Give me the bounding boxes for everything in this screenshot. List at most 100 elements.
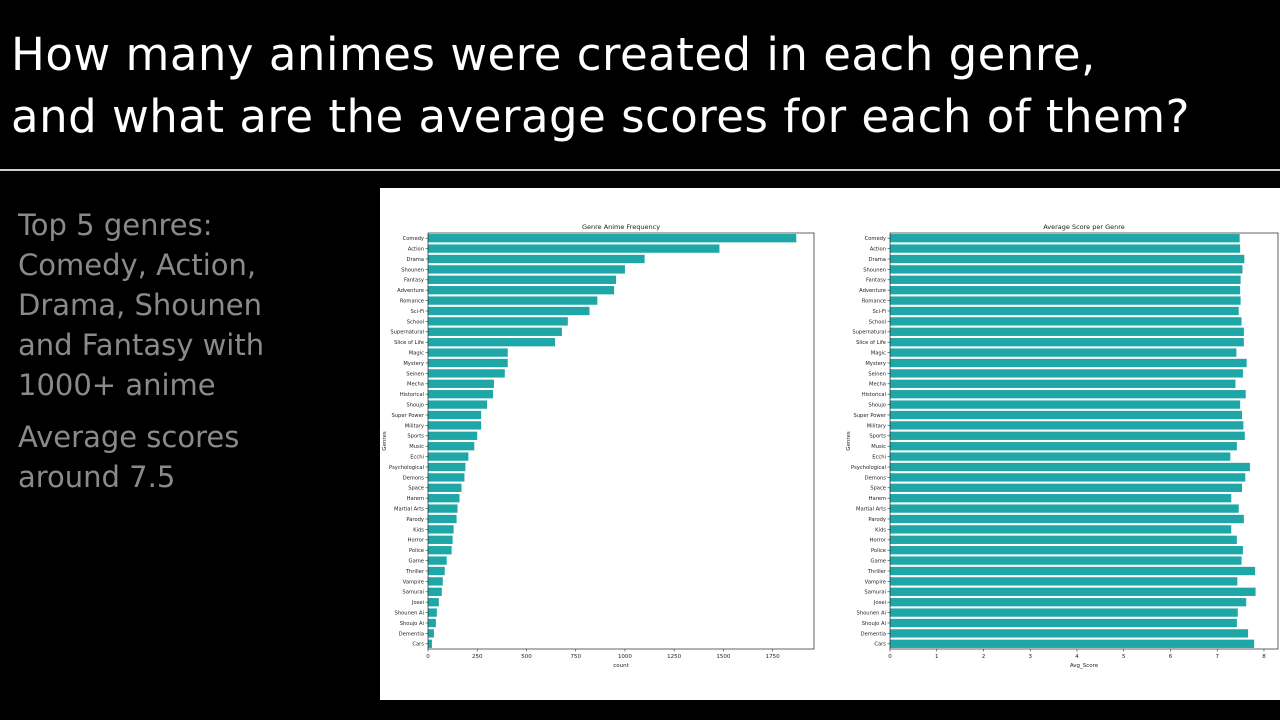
frequency-bar <box>428 462 466 472</box>
frequency-bar <box>428 327 562 336</box>
frequency-category-label: Music <box>409 444 424 450</box>
avg-score-bar <box>890 639 1255 648</box>
avg-score-category-label: Sports <box>869 434 886 440</box>
frequency-category-label: School <box>407 319 424 325</box>
frequency-category-label: Comedy <box>403 236 424 242</box>
frequency-category-label: Josei <box>411 600 424 606</box>
avg-score-bar <box>890 566 1256 576</box>
frequency-category-label: Kids <box>413 527 424 533</box>
frequency-xtick-label: 1250 <box>667 654 681 660</box>
frequency-category-label: Martial Arts <box>394 507 424 513</box>
avg-score-category-label: Shoujo <box>868 403 886 409</box>
frequency-bar <box>428 514 457 524</box>
frequency-bar <box>428 306 590 316</box>
frequency-bar <box>428 390 493 399</box>
avg-score-xtick-label: 6 <box>1169 654 1173 660</box>
frequency-bar <box>428 338 556 347</box>
avg-score-bar <box>890 452 1231 461</box>
frequency-category-label: Action <box>408 247 424 253</box>
avg-score-bar <box>890 254 1245 264</box>
avg-score-category-label: Parody <box>868 517 886 523</box>
frequency-plot-frame <box>427 232 815 650</box>
frequency-category-label: Fantasy <box>404 278 424 284</box>
frequency-bar <box>428 442 475 451</box>
frequency-category-label: Sports <box>407 434 424 440</box>
avg-score-y-axis-label: Genres <box>846 431 852 451</box>
avg-score-bar <box>890 306 1239 316</box>
frequency-bar <box>428 629 434 638</box>
frequency-category-label: Military <box>405 423 424 429</box>
avg-score-xtick-label: 1 <box>935 654 939 660</box>
chart-panel: Genre Anime Frequency Comedy Action Drama Sh… <box>380 188 1280 700</box>
avg-score-bar <box>890 286 1241 295</box>
avg-score-category-label: Dementia <box>861 631 886 637</box>
frequency-category-label: Samurai <box>402 590 424 596</box>
avg-score-category-label: Vampire <box>865 579 886 585</box>
avg-score-bar <box>890 618 1237 628</box>
avg-score-category-label: Sci-Fi <box>872 309 886 315</box>
frequency-xtick-label: 0 <box>426 654 430 660</box>
frequency-category-label: Thriller <box>405 569 425 575</box>
avg-score-category-label: Action <box>870 247 886 253</box>
avg-score-category-label: Romance <box>862 299 886 305</box>
frequency-category-label: Slice of Life <box>394 340 424 346</box>
avg-score-bar <box>890 244 1241 253</box>
frequency-bar <box>428 535 453 544</box>
avg-score-bar <box>890 296 1241 305</box>
avg-score-bar <box>890 348 1237 357</box>
summary-text: Top 5 genres: Comedy, Action, Drama, Sho… <box>18 205 358 509</box>
avg-score-bar <box>890 265 1243 274</box>
frequency-category-label: Seinen <box>406 371 424 377</box>
frequency-xtick-label: 750 <box>570 654 581 660</box>
frequency-bar <box>428 452 469 461</box>
frequency-category-label: Drama <box>406 257 424 263</box>
frequency-bar <box>428 410 482 420</box>
avg-score-bar <box>890 598 1247 607</box>
frequency-bar <box>428 504 458 513</box>
avg-score-bar <box>890 379 1236 388</box>
frequency-bar <box>428 421 482 430</box>
avg-score-category-label: Josei <box>873 600 886 606</box>
frequency-bar <box>428 379 494 388</box>
frequency-category-label: Ecchi <box>410 455 424 461</box>
avg-score-category-label: Shounen Ai <box>857 611 886 617</box>
frequency-bar <box>428 431 478 440</box>
avg-score-bar <box>890 525 1232 534</box>
avg-score-bar <box>890 535 1237 544</box>
avg-score-plot-frame <box>889 232 1279 650</box>
avg-score-category-label: Fantasy <box>866 278 886 284</box>
frequency-bar <box>428 286 615 295</box>
avg-score-category-label: Magic <box>871 351 886 357</box>
avg-score-bar <box>890 421 1244 430</box>
charts-figure: Genre Anime Frequency Comedy Action Drama Sh… <box>382 223 1279 669</box>
frequency-bar <box>428 639 432 648</box>
avg-score-category-label: Shounen <box>863 267 886 273</box>
frequency-category-label: Supernatural <box>390 330 424 336</box>
avg-score-bar <box>890 629 1249 638</box>
frequency-bar <box>428 234 797 243</box>
avg-score-category-label: Police <box>871 548 886 554</box>
frequency-bar <box>428 369 505 378</box>
avg-score-bar <box>890 234 1240 243</box>
frequency-category-label: Shoujo <box>406 403 424 409</box>
frequency-category-label: Police <box>409 548 424 554</box>
avg-score-category-label: Music <box>871 444 886 450</box>
frequency-bar <box>428 358 508 368</box>
frequency-bar <box>428 317 568 326</box>
frequency-x-axis-label: count <box>613 663 629 669</box>
frequency-bar <box>428 254 645 264</box>
summary-average-scores: Average scores around 7.5 <box>18 420 240 494</box>
avg-score-category-label: Harem <box>869 496 886 502</box>
avg-score-category-label: Military <box>867 423 886 429</box>
avg-score-category-label: Thriller <box>867 569 887 575</box>
frequency-category-label: Sci-Fi <box>410 309 424 315</box>
frequency-chart-title: Genre Anime Frequency <box>582 223 660 231</box>
frequency-xtick-label: 1750 <box>766 654 780 660</box>
avg-score-bar <box>890 400 1241 409</box>
frequency-xtick-label: 1500 <box>716 654 730 660</box>
avg-score-category-label: Historical <box>862 392 886 398</box>
avg-score-xtick-label: 4 <box>1075 654 1079 660</box>
avg-score-category-label: School <box>869 319 886 325</box>
avg-score-x-axis-label: Avg_Score <box>1070 663 1099 669</box>
avg-score-category-label: Mystery <box>865 361 886 367</box>
